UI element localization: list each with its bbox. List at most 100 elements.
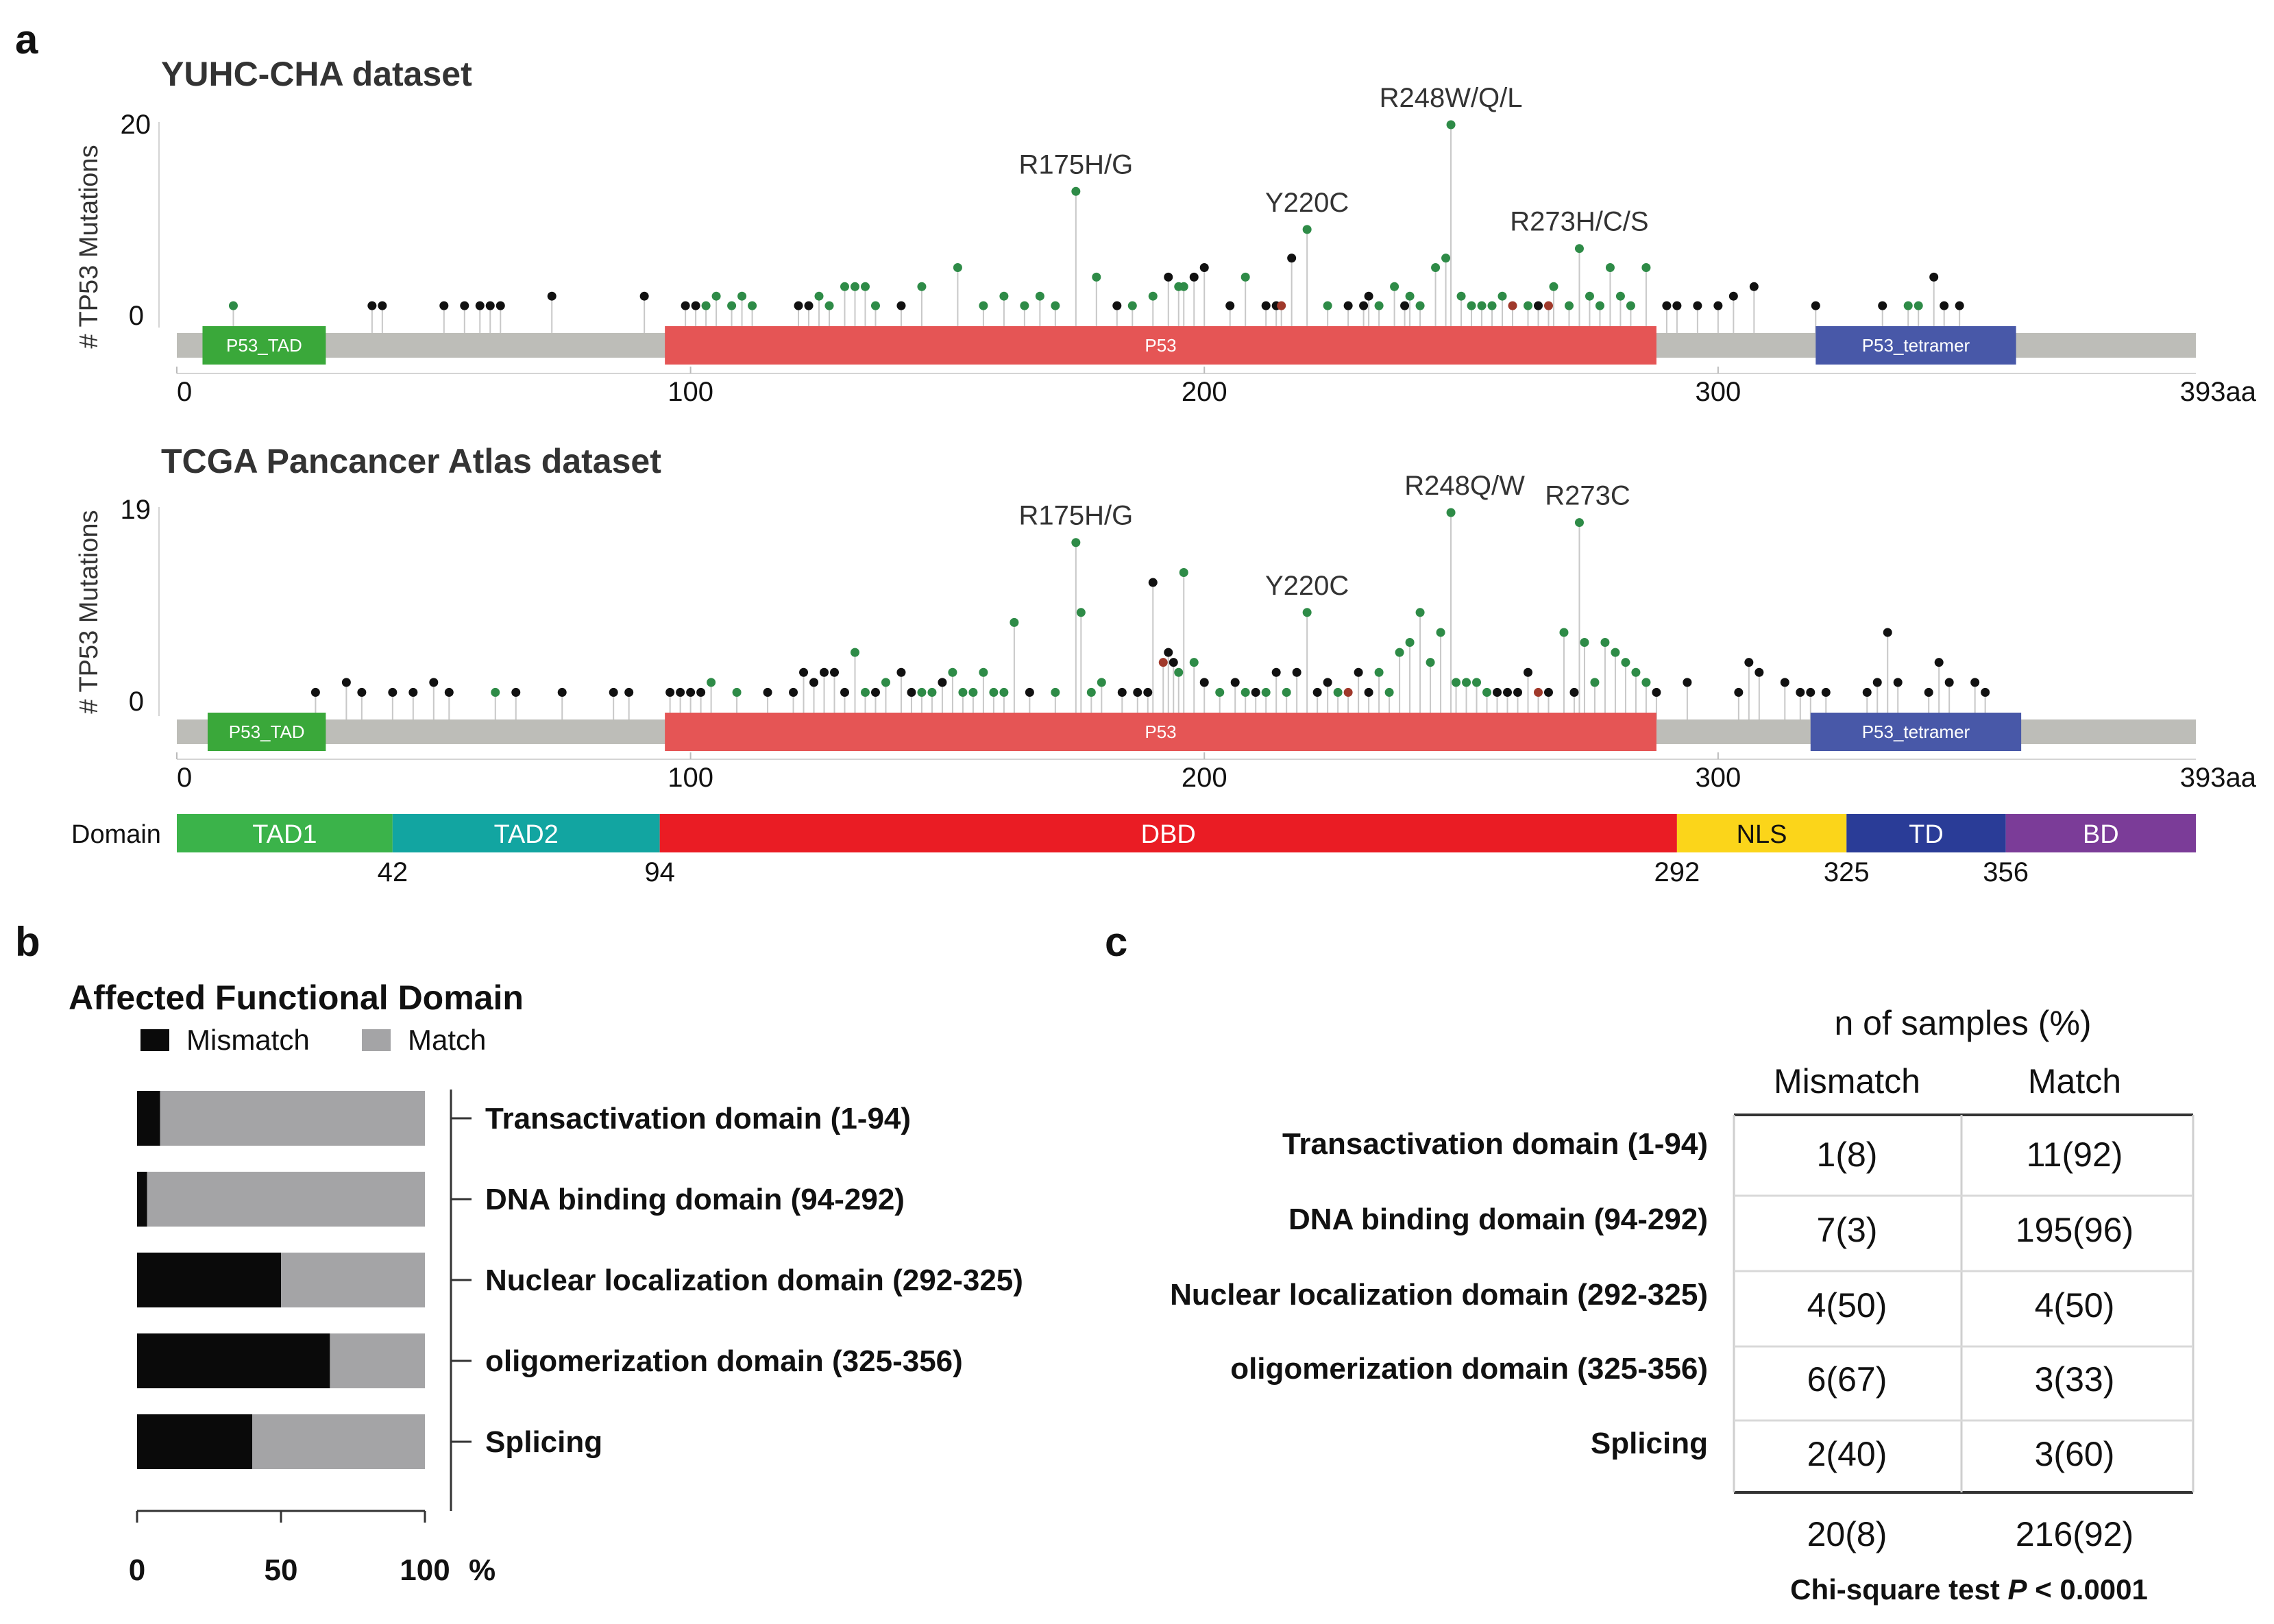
mutation-truncating-point bbox=[1503, 687, 1513, 697]
mutation-truncating-point bbox=[1359, 301, 1369, 310]
mutation-missense-point bbox=[840, 282, 850, 291]
mutation-truncating-point bbox=[691, 301, 700, 310]
mutation-missense-point bbox=[953, 263, 962, 272]
x-tick-label-end: 393aa bbox=[2180, 763, 2257, 793]
lollipop-plot-tcga: TCGA Pancancer Atlas dataset # TP53 Muta… bbox=[75, 442, 2257, 793]
mutation-missense-point bbox=[1086, 687, 1096, 697]
panel-label-b: b bbox=[15, 919, 40, 965]
mutation-truncating-point bbox=[1225, 301, 1235, 310]
mutation-truncating-point bbox=[408, 687, 418, 697]
mutation-truncating-point bbox=[460, 301, 469, 310]
domain-p53-tad-label: P53_TAD bbox=[229, 722, 305, 742]
mutation-truncating-point bbox=[1199, 263, 1209, 272]
mutation-truncating-point bbox=[485, 301, 495, 310]
mutation-missense-point bbox=[850, 282, 859, 291]
mutation-truncating-point bbox=[1955, 301, 1964, 310]
bar-mismatch bbox=[137, 1414, 252, 1469]
mutation-truncating-point bbox=[1878, 301, 1887, 310]
mutation-truncating-point bbox=[1189, 272, 1199, 282]
value-tick-label: 100 bbox=[400, 1553, 450, 1587]
mutation-missense-point bbox=[1436, 628, 1445, 637]
mutation-truncating-point bbox=[763, 687, 772, 697]
hotspot-labels: R175H/G Y220C R248Q/W R273C bbox=[1018, 471, 1630, 601]
mutation-truncating-point bbox=[1513, 687, 1523, 697]
mutation-missense-point bbox=[701, 301, 711, 310]
domain-segment-bd bbox=[2005, 814, 2196, 852]
mutation-missense-point bbox=[1467, 301, 1476, 310]
mutation-inframe-point bbox=[1277, 301, 1286, 310]
mutation-missense-point bbox=[1215, 687, 1225, 697]
mutation-missense-point bbox=[1189, 658, 1199, 667]
table-row-label: oligomerization domain (325-356) bbox=[1230, 1352, 1708, 1386]
mutation-missense-point bbox=[1487, 301, 1497, 310]
mutation-missense-point bbox=[1574, 518, 1584, 528]
x-ticks: 0 100 200 300 393aa bbox=[176, 367, 2257, 407]
bar-mismatch bbox=[137, 1172, 147, 1227]
mutation-truncating-point bbox=[639, 291, 649, 301]
domain-segment-td bbox=[1846, 814, 2006, 852]
mutation-missense-point bbox=[732, 687, 742, 697]
y-tick-zero: 0 bbox=[129, 301, 144, 331]
mutation-missense-point bbox=[917, 687, 927, 697]
table-row-label: Transactivation domain (1-94) bbox=[1282, 1127, 1708, 1161]
mutation-truncating-point bbox=[367, 301, 377, 310]
mutation-missense-point bbox=[1384, 687, 1394, 697]
hotspot-label: R273C bbox=[1545, 481, 1630, 511]
chi-square-footnote: Chi-square test P < 0.0001 bbox=[1790, 1573, 2148, 1605]
hotspot-label: R175H/G bbox=[1018, 149, 1133, 180]
mutation-truncating-point bbox=[1133, 687, 1142, 697]
table-cell-match: 195(96) bbox=[2016, 1211, 2134, 1249]
mutation-missense-point bbox=[979, 301, 988, 310]
mutation-missense-point bbox=[707, 678, 716, 687]
mutation-missense-point bbox=[1574, 244, 1584, 254]
mutation-missense-point bbox=[1127, 301, 1137, 310]
mutation-missense-point bbox=[1590, 678, 1600, 687]
mutation-missense-point bbox=[927, 687, 937, 697]
domain-track: Domain TAD1 TAD2 DBD NLS TD BD 42 94 292 325 356 bbox=[71, 814, 2196, 887]
mutation-truncating-point bbox=[1261, 301, 1271, 310]
bar-mismatch bbox=[137, 1253, 281, 1307]
mutation-missense-point bbox=[1456, 291, 1466, 301]
domain-segment-label: DBD bbox=[1141, 820, 1196, 849]
x-tick-label: 300 bbox=[1695, 763, 1741, 793]
mutation-missense-point bbox=[850, 648, 859, 657]
domain-boundary-label: 292 bbox=[1654, 857, 1700, 887]
mutation-missense-point bbox=[1333, 687, 1343, 697]
mutation-missense-point bbox=[1621, 658, 1630, 667]
mutation-missense-point bbox=[824, 301, 834, 310]
hotspot-labels: R175H/G Y220C R248W/Q/L R273H/C/S bbox=[1018, 83, 1648, 237]
mutation-missense-point bbox=[1390, 282, 1399, 291]
mutation-missense-point bbox=[1071, 538, 1081, 548]
legend-label-mismatch: Mismatch bbox=[186, 1024, 310, 1056]
hotspot-label: R175H/G bbox=[1018, 501, 1133, 531]
mutation-missense-point bbox=[1446, 120, 1456, 130]
mutation-truncating-point bbox=[1883, 628, 1892, 637]
x-ticks: 0 100 200 300 393aa bbox=[176, 752, 2257, 793]
mutation-truncating-point bbox=[1164, 648, 1173, 657]
mutation-missense-point bbox=[1549, 282, 1558, 291]
table-total-mismatch: 20(8) bbox=[1807, 1515, 1887, 1553]
domain-p53-box bbox=[665, 326, 1656, 365]
bar-mismatch bbox=[137, 1333, 330, 1388]
stems bbox=[315, 513, 1986, 719]
mutation-missense-point bbox=[1611, 648, 1620, 657]
mutation-missense-point bbox=[1405, 638, 1415, 648]
mutation-truncating-point bbox=[1862, 687, 1872, 697]
domain-p53-tetramer-box bbox=[1815, 326, 2016, 365]
mutation-truncating-point bbox=[799, 667, 809, 677]
mutation-truncating-point bbox=[1796, 687, 1805, 697]
mutation-truncating-point bbox=[1543, 687, 1553, 697]
legend-swatch-match bbox=[362, 1029, 391, 1051]
mutation-truncating-point bbox=[870, 687, 880, 697]
mutation-truncating-point bbox=[1934, 658, 1944, 667]
mutation-truncating-point bbox=[676, 687, 685, 697]
mutation-truncating-point bbox=[547, 291, 557, 301]
x-tick-label-end: 393aa bbox=[2180, 377, 2257, 407]
bar-marks bbox=[137, 1091, 425, 1469]
x-tick-label: 100 bbox=[668, 377, 713, 407]
category-labels: Transactivation domain (1-94) DNA binding… bbox=[451, 1102, 1023, 1459]
mutation-truncating-point bbox=[1312, 687, 1322, 697]
mutation-missense-point bbox=[1092, 272, 1101, 282]
domain-p53-tad-box bbox=[207, 713, 326, 751]
hotspot-label: Y220C bbox=[1265, 188, 1349, 218]
